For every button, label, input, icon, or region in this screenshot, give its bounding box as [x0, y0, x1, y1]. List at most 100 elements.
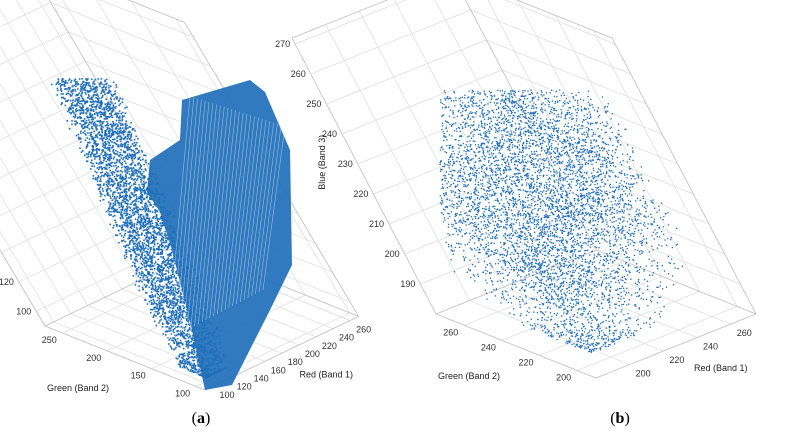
- point: [569, 185, 571, 188]
- point: [132, 174, 134, 176]
- point: [604, 314, 606, 317]
- point: [171, 284, 174, 286]
- point: [189, 344, 192, 347]
- point: [127, 156, 130, 158]
- point: [72, 101, 74, 104]
- point: [142, 198, 145, 201]
- point: [94, 143, 97, 146]
- point: [107, 109, 110, 112]
- point: [179, 311, 181, 314]
- point: [568, 169, 570, 171]
- point: [118, 99, 120, 101]
- point: [136, 186, 138, 189]
- point: [153, 251, 155, 253]
- point: [573, 282, 576, 284]
- point: [112, 180, 115, 183]
- point: [112, 120, 114, 123]
- point: [111, 185, 114, 188]
- point: [94, 78, 97, 81]
- point: [112, 93, 115, 96]
- panel-b-z-tick-label: 190: [400, 279, 415, 289]
- point: [152, 287, 154, 290]
- point: [165, 296, 168, 298]
- point: [524, 278, 526, 281]
- point: [118, 241, 120, 244]
- point: [134, 145, 136, 147]
- point: [628, 256, 630, 259]
- point: [489, 164, 491, 167]
- point: [68, 128, 71, 130]
- point: [192, 339, 194, 341]
- point: [97, 143, 99, 145]
- point: [548, 101, 551, 104]
- point: [591, 261, 594, 264]
- point: [105, 188, 108, 191]
- point: [127, 224, 129, 227]
- point: [171, 304, 173, 307]
- point: [155, 280, 158, 283]
- point: [128, 146, 130, 149]
- point: [139, 187, 142, 190]
- point: [143, 254, 146, 257]
- point: [154, 231, 156, 233]
- point: [172, 300, 174, 303]
- point: [86, 145, 88, 148]
- point: [170, 251, 173, 254]
- point: [141, 286, 144, 289]
- point: [76, 103, 78, 105]
- point: [158, 302, 160, 305]
- point: [82, 120, 84, 122]
- point: [127, 200, 129, 202]
- point: [158, 233, 161, 236]
- point: [99, 110, 102, 113]
- point: [129, 181, 131, 184]
- point: [119, 175, 122, 177]
- point: [148, 228, 150, 230]
- point: [127, 216, 129, 219]
- point: [579, 174, 581, 176]
- panel-b-grid-x: [325, 24, 470, 301]
- point: [120, 129, 122, 132]
- point: [113, 124, 115, 126]
- point: [190, 364, 192, 367]
- point: [170, 330, 172, 332]
- point: [500, 187, 503, 189]
- point: [121, 196, 123, 198]
- point: [99, 156, 101, 159]
- point: [136, 189, 139, 192]
- point: [116, 112, 119, 115]
- point: [561, 200, 564, 202]
- point: [119, 122, 122, 125]
- point: [490, 264, 492, 266]
- point: [177, 291, 179, 294]
- point: [173, 327, 176, 330]
- point: [536, 203, 539, 206]
- point: [116, 139, 119, 142]
- point: [135, 231, 137, 234]
- point: [94, 178, 97, 181]
- point: [104, 124, 107, 127]
- point: [149, 210, 152, 213]
- point: [188, 324, 191, 326]
- point: [87, 132, 89, 134]
- point: [168, 255, 171, 257]
- point: [147, 260, 150, 263]
- point: [152, 256, 154, 258]
- point: [101, 83, 103, 85]
- point: [134, 202, 136, 205]
- point: [92, 85, 94, 88]
- point: [165, 326, 168, 328]
- point: [106, 129, 108, 131]
- point: [139, 215, 142, 217]
- point: [511, 180, 513, 182]
- point: [159, 320, 161, 322]
- point: [124, 212, 126, 215]
- point: [96, 125, 98, 127]
- point: [130, 156, 133, 158]
- point: [90, 114, 93, 117]
- panel-a-frame: [44, 325, 206, 391]
- point: [177, 325, 179, 328]
- point: [176, 344, 178, 347]
- point: [111, 141, 113, 143]
- panel-a-grid-z: [36, 237, 191, 312]
